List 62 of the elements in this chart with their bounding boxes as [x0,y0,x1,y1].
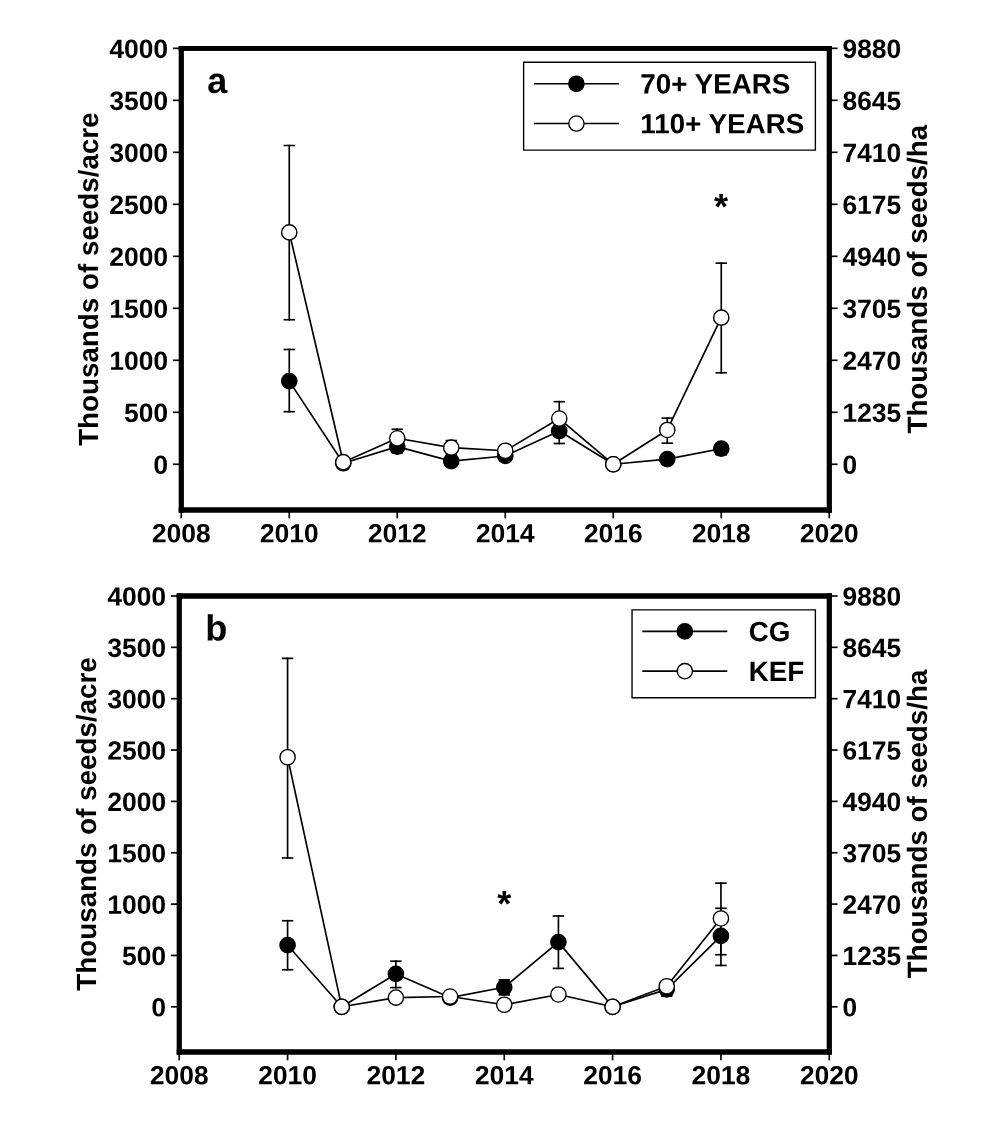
y2-tick-label: 4940 [842,792,901,812]
y2-tick-label: 0 [843,455,857,475]
x-tick-label: 2010 [260,523,318,543]
y-tick-label: 0 [152,997,165,1017]
y2-tick-label: 9880 [843,39,901,59]
y-tick-label: 0 [154,455,167,475]
x-tick-label: 2008 [152,523,210,543]
y2-tick-label: 4940 [842,247,901,267]
legend-label: KEF [750,661,804,681]
x-tick-label: 2010 [259,1065,316,1085]
y2-tick-label: 7410 [843,143,901,163]
y2-tick-label: 8645 [843,638,901,658]
y2-tick-label: 0 [843,997,857,1017]
y-tick-label: 3000 [109,143,167,163]
y-tick-label: 2500 [110,195,167,215]
y-tick-label: 1500 [109,843,165,863]
y-tick-label: 3500 [107,638,165,658]
y-tick-label: 3500 [109,91,167,111]
x-tick-label: 2020 [800,523,858,543]
x-tick-label: 2018 [692,1065,750,1085]
x-tick-label: 2016 [584,1065,641,1085]
y2-tick-label: 9880 [843,587,901,606]
y2-tick-label: 6175 [843,741,901,760]
y2-tick-label: 8645 [843,91,901,111]
y-tick-label: 3000 [107,689,165,709]
y-tick-label: 1500 [111,299,167,319]
x-tick-label: 2020 [800,1065,858,1085]
y-axis-title: Thousands of seeds/acre [77,113,99,446]
y2-tick-label: 2470 [843,895,901,914]
y-tick-label: 500 [124,403,167,423]
x-tick-label: 2016 [584,523,642,543]
y-axis-title: Thousands of seeds/acre [75,658,97,991]
x-tick-label: 2012 [368,523,426,543]
x-tick-label: 2012 [367,1065,425,1085]
y-tick-label: 4000 [109,39,167,59]
y-tick-label: 1000 [111,351,167,371]
legend-label: 70+ YEARS [641,74,790,94]
y-tick-label: 2500 [108,741,165,760]
y-tick-label: 2000 [108,792,165,812]
annotation: b [207,614,226,641]
x-tick-label: 2018 [692,523,750,543]
y2-tick-label: 2470 [843,351,901,371]
y-tick-label: 1000 [109,895,165,914]
x-tick-label: 2014 [476,523,535,543]
y-tick-label: 500 [122,946,165,966]
annotation: a [208,73,228,94]
annotation: * [497,891,512,905]
x-tick-label: 2014 [475,1065,534,1085]
x-tick-label: 2008 [150,1065,208,1085]
y2-tick-label: 7410 [843,689,901,709]
y2-axis-title: Thousands of seeds/ha [906,124,928,434]
annotation: * [714,193,729,208]
y-tick-label: 4000 [107,587,165,606]
y2-axis-title: Thousands of seeds/ha [906,669,928,979]
legend-label: 110+ YEARS [642,113,804,134]
y2-tick-label: 1235 [844,403,901,423]
y2-tick-label: 6175 [843,195,901,215]
y2-tick-label: 3705 [843,843,901,863]
y2-tick-label: 1235 [844,946,901,966]
y-tick-label: 2000 [110,247,167,267]
y2-tick-label: 3705 [843,299,901,319]
legend-label: CG [749,621,789,642]
